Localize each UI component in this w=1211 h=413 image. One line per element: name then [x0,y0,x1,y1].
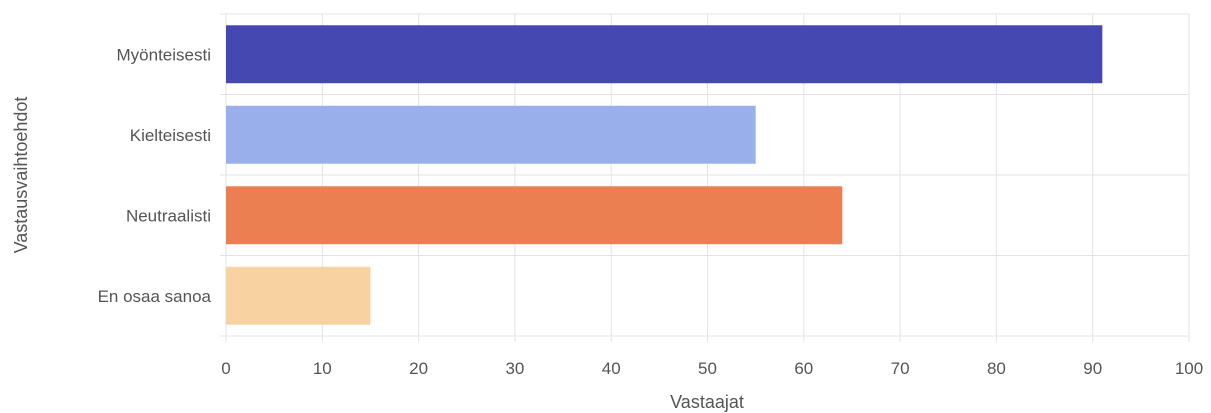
category-label: Kielteisesti [130,126,211,145]
bar-kielteisesti [226,105,756,164]
x-tick-label: 90 [1083,359,1102,378]
label-layer: 0 10 20 30 40 50 60 70 80 90 100 Myönteisesti Kielte… [98,45,1204,378]
x-tick-label: 30 [505,359,524,378]
category-label: Myönteisesti [117,45,211,64]
x-tick-label: 100 [1175,359,1203,378]
x-tick-label: 70 [891,359,910,378]
x-tick-label: 40 [602,359,621,378]
category-label: En osaa sanoa [98,287,212,306]
bar-neutraalisti [226,186,843,245]
x-tick-label: 10 [313,359,332,378]
category-label: Neutraalisti [126,206,211,225]
x-axis-title: Vastaajat [670,392,744,412]
x-tick-label: 60 [794,359,813,378]
bar-myönteisesti [226,25,1103,84]
x-tick-label: 20 [409,359,428,378]
bar-layer [226,25,1103,325]
x-tick-label: 80 [987,359,1006,378]
x-tick-label: 0 [221,359,230,378]
y-axis-title: Vastausvaihtoehdot [11,97,31,254]
x-tick-label: 50 [698,359,717,378]
bar-en-osaa-sanoa [226,266,371,325]
